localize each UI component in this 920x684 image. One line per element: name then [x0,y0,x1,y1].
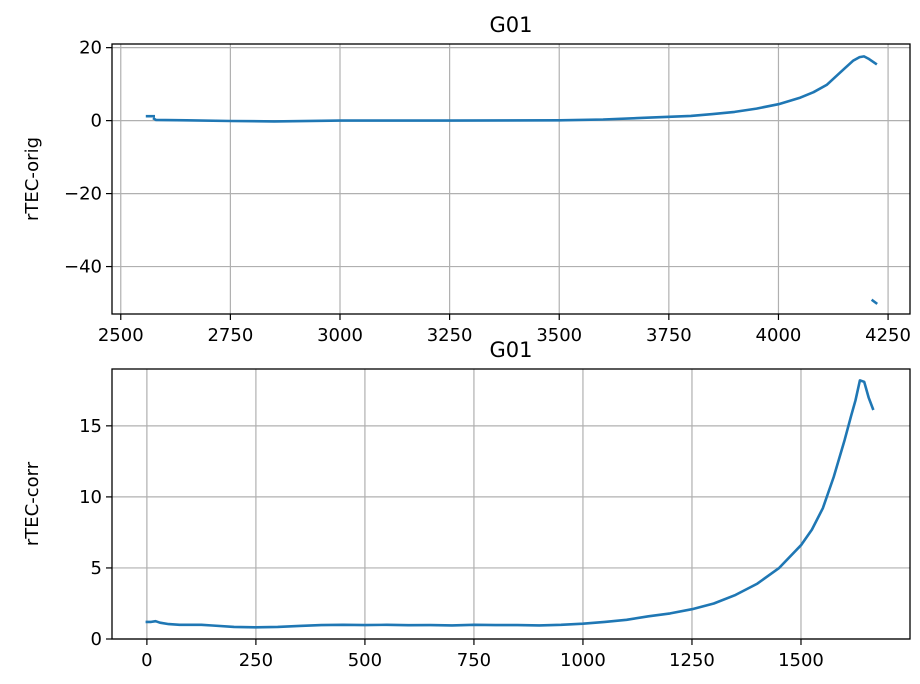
axes-frame [111,368,911,640]
top-subplot: 2500 2750 3000 3250 3500 3750 4000 4250 20 0 −20 −4… [22,13,911,346]
x-tick-label: 2500 [98,325,144,346]
y-tick-label: 5 [91,558,102,579]
x-tick-label: 3500 [536,325,582,346]
series-line [145,379,875,629]
x-tick-label: 2750 [207,325,253,346]
series-line [152,55,878,123]
x-tick-label: 500 [348,650,382,671]
y-tick-label: −40 [64,257,102,278]
x-tick-label: 4000 [756,325,802,346]
x-tick-label: 1500 [778,650,824,671]
y-tick-label: 15 [79,416,102,437]
series-line [870,298,879,305]
chart-title: G01 [490,338,533,362]
x-tick-label: 4250 [865,325,911,346]
x-tick-label: 250 [239,650,273,671]
x-tick-label: 3750 [646,325,692,346]
y-axis-label: rTEC-orig [22,137,43,221]
x-tick-label: 0 [141,650,152,671]
y-tick-label: 20 [79,38,102,59]
y-tick-label: 0 [91,629,102,650]
y-tick-label: 0 [91,111,102,132]
chart-title: G01 [490,13,533,37]
x-tick-label: 3250 [427,325,473,346]
x-tick-label: 1000 [560,650,606,671]
bottom-subplot: 0 250 500 750 1000 1250 1500 0 5 10 15 G01 rTEC-corr [22,338,911,671]
x-tick-label: 3000 [317,325,363,346]
axes-frame [111,43,911,315]
y-tick-label: 10 [79,487,102,508]
y-axis-label: rTEC-corr [22,461,43,546]
y-tick-label: −20 [64,184,102,205]
x-tick-label: 750 [457,650,491,671]
x-tick-label: 1250 [669,650,715,671]
